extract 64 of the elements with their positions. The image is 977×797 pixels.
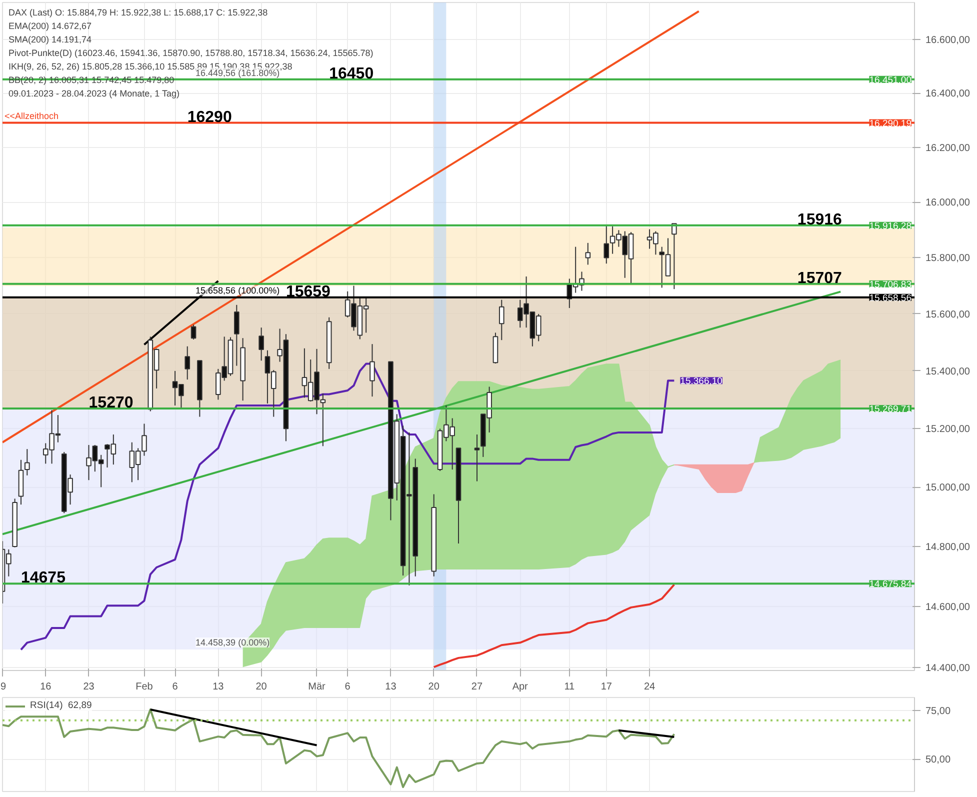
y-tick-label: 15.000,00 <box>926 482 970 494</box>
x-tick-label: Feb <box>136 682 154 692</box>
line-series <box>20 362 676 651</box>
annotation: 15270 <box>88 394 134 412</box>
x-tick-label: 17 <box>600 682 612 692</box>
annotation: 16290 <box>187 108 232 126</box>
legend-label: RSI(14) 62,89 <box>30 700 92 711</box>
ref-line-label: 15.658,56 <box>869 292 912 304</box>
candlestick <box>585 242 591 266</box>
y-tick-label: 15.400,00 <box>926 366 970 378</box>
x-tick-label: 23 <box>83 682 95 692</box>
y-tick-label: 15.200,00 <box>926 424 970 436</box>
candlestick <box>474 434 480 482</box>
y-tick-label: 14.800,00 <box>926 542 970 553</box>
line-series <box>432 584 676 668</box>
x-tick-label: 6 <box>172 682 178 692</box>
x-tick-label: 9 <box>0 682 6 692</box>
candlestick <box>184 346 190 380</box>
y-tick-label: 14.600,00 <box>926 602 970 614</box>
candlestick <box>604 224 610 264</box>
candlestick <box>258 327 264 362</box>
candlestick <box>234 304 240 366</box>
annotation: DAX (Last) O: 15.884,79 H: 15.922,38 L: 15.688,17 C: 15.922,38 <box>8 8 268 18</box>
candlestick <box>24 448 30 476</box>
annotation: 15.658,56 (100.00%) <box>196 285 280 296</box>
annotation: 15916 <box>797 211 842 228</box>
x-tick-label: 16 <box>40 682 52 692</box>
x-tick-label: 6 <box>344 682 351 692</box>
x-tick-label: Apr <box>512 682 529 692</box>
ref-line-label: 16.451,00 <box>869 74 912 86</box>
ref-line-label: 16.290,19 <box>869 118 912 130</box>
ref-line-label: 15.916,28 <box>869 220 912 232</box>
annotation: 15659 <box>286 283 331 300</box>
y-tick-label: 75,00 <box>926 706 951 718</box>
y-tick-label: 16.000,00 <box>926 198 970 209</box>
x-tick-label: Mär <box>308 682 326 692</box>
x-tick-label: 13 <box>212 682 224 692</box>
line-series <box>2 708 676 788</box>
annotation: EMA(200) 14.672,67 <box>8 21 92 31</box>
annotation: 14675 <box>20 570 66 587</box>
annotation: SMA(200) 14.191,74 <box>8 34 92 44</box>
y-tick-label: 15.800,00 <box>926 253 970 264</box>
y-tick-label: 16.600,00 <box>926 35 970 46</box>
y-tick-label: 50,00 <box>926 754 951 766</box>
x-tick-label: 20 <box>256 682 268 692</box>
annotation: <<Allzeithoch <box>4 110 59 121</box>
annotation: Pivot-Punkte(D) (16023.46, 15941.36, 15870.90, 15788.80, 15718.34, 15636.24, 15565.78) <box>8 48 374 58</box>
annotation: 09.01.2023 - 28.04.2023 (4 Monate, 1 Tag) <box>8 88 180 98</box>
candlestick <box>498 299 504 341</box>
x-tick-label: 27 <box>471 682 483 692</box>
annotation: 16450 <box>329 65 374 82</box>
candlestick <box>370 344 375 398</box>
y-tick-label: 16.400,00 <box>926 88 970 100</box>
x-tick-label: 11 <box>564 682 576 692</box>
x-tick-label: 24 <box>644 682 656 692</box>
x-tick-label: 20 <box>428 682 440 692</box>
y-tick-label: 15.600,00 <box>926 309 970 320</box>
x-tick-label: 13 <box>385 682 397 692</box>
annotation: 14.458,39 (0.00%) <box>196 638 270 648</box>
candlestick <box>190 324 196 340</box>
ref-line-label: 15.706,83 <box>869 279 912 290</box>
annotation: 15707 <box>797 270 842 287</box>
y-tick-label: 14.400,00 <box>926 662 970 674</box>
y-tick-label: 16.200,00 <box>926 142 970 154</box>
